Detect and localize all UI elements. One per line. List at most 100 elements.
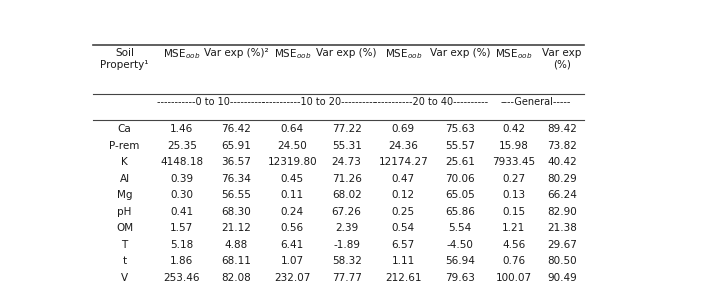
- Text: 0.15: 0.15: [503, 207, 525, 217]
- Text: 56.94: 56.94: [445, 257, 475, 267]
- Text: 15.98: 15.98: [499, 141, 529, 151]
- Text: 90.49: 90.49: [547, 273, 577, 283]
- Text: 75.63: 75.63: [445, 124, 475, 134]
- Text: -----------20 to 40----------: -----------20 to 40----------: [373, 97, 488, 107]
- Text: 55.31: 55.31: [332, 141, 361, 151]
- Text: 0.54: 0.54: [392, 223, 415, 233]
- Text: 67.26: 67.26: [332, 207, 361, 217]
- Text: 0.27: 0.27: [503, 174, 525, 184]
- Text: 0.25: 0.25: [392, 207, 415, 217]
- Text: 0.12: 0.12: [392, 190, 415, 200]
- Text: Var exp (%)²: Var exp (%)²: [204, 47, 269, 57]
- Text: 5.54: 5.54: [449, 223, 472, 233]
- Text: 0.24: 0.24: [280, 207, 304, 217]
- Text: 70.06: 70.06: [445, 174, 475, 184]
- Text: V: V: [121, 273, 128, 283]
- Text: K: K: [122, 157, 128, 167]
- Text: 36.57: 36.57: [221, 157, 251, 167]
- Text: 40.42: 40.42: [547, 157, 577, 167]
- Text: 77.77: 77.77: [332, 273, 361, 283]
- Text: 6.41: 6.41: [280, 240, 304, 250]
- Text: Var exp (%): Var exp (%): [316, 47, 377, 57]
- Text: 80.50: 80.50: [548, 257, 577, 267]
- Text: 21.38: 21.38: [547, 223, 577, 233]
- Text: 0.39: 0.39: [170, 174, 193, 184]
- Text: 4148.18: 4148.18: [160, 157, 203, 167]
- Text: 29.67: 29.67: [547, 240, 577, 250]
- Text: MSE$_{oob}$: MSE$_{oob}$: [163, 47, 200, 61]
- Text: 68.30: 68.30: [221, 207, 251, 217]
- Text: MSE$_{oob}$: MSE$_{oob}$: [273, 47, 311, 61]
- Text: 71.26: 71.26: [332, 174, 361, 184]
- Text: Ca: Ca: [118, 124, 131, 134]
- Text: 0.64: 0.64: [280, 124, 304, 134]
- Text: 0.11: 0.11: [280, 190, 304, 200]
- Text: 56.55: 56.55: [221, 190, 251, 200]
- Text: 76.34: 76.34: [221, 174, 251, 184]
- Text: 0.76: 0.76: [503, 257, 525, 267]
- Text: -----------0 to 10----------: -----------0 to 10----------: [157, 97, 264, 107]
- Text: T: T: [122, 240, 128, 250]
- Text: 68.02: 68.02: [332, 190, 361, 200]
- Text: Soil
Property¹: Soil Property¹: [101, 47, 149, 70]
- Text: 65.91: 65.91: [221, 141, 251, 151]
- Text: 89.42: 89.42: [547, 124, 577, 134]
- Text: 73.82: 73.82: [547, 141, 577, 151]
- Text: 66.24: 66.24: [547, 190, 577, 200]
- Text: 0.69: 0.69: [392, 124, 415, 134]
- Text: 55.57: 55.57: [445, 141, 475, 151]
- Text: 6.57: 6.57: [392, 240, 415, 250]
- Text: 7933.45: 7933.45: [492, 157, 536, 167]
- Text: 4.56: 4.56: [503, 240, 526, 250]
- Text: 1.57: 1.57: [170, 223, 193, 233]
- Text: 65.05: 65.05: [445, 190, 475, 200]
- Text: OM: OM: [116, 223, 133, 233]
- Text: 1.21: 1.21: [503, 223, 526, 233]
- Text: 0.45: 0.45: [280, 174, 304, 184]
- Text: 77.22: 77.22: [332, 124, 361, 134]
- Text: 2.39: 2.39: [335, 223, 359, 233]
- Text: MSE$_{oob}$: MSE$_{oob}$: [385, 47, 422, 61]
- Text: Mg: Mg: [117, 190, 132, 200]
- Text: 80.29: 80.29: [547, 174, 577, 184]
- Text: 0.13: 0.13: [503, 190, 525, 200]
- Text: 1.07: 1.07: [280, 257, 304, 267]
- Text: 0.47: 0.47: [392, 174, 415, 184]
- Text: -----------10 to 20----------: -----------10 to 20----------: [262, 97, 377, 107]
- Text: 21.12: 21.12: [221, 223, 251, 233]
- Text: 25.61: 25.61: [445, 157, 475, 167]
- Text: -1.89: -1.89: [333, 240, 360, 250]
- Text: t: t: [122, 257, 127, 267]
- Text: 0.41: 0.41: [170, 207, 193, 217]
- Text: Var exp (%): Var exp (%): [430, 47, 490, 57]
- Text: pH: pH: [117, 207, 132, 217]
- Text: 12319.80: 12319.80: [267, 157, 317, 167]
- Text: 212.61: 212.61: [385, 273, 422, 283]
- Text: 24.73: 24.73: [332, 157, 361, 167]
- Text: 25.35: 25.35: [167, 141, 197, 151]
- Text: 68.11: 68.11: [221, 257, 251, 267]
- Text: 5.18: 5.18: [170, 240, 193, 250]
- Text: 1.11: 1.11: [392, 257, 415, 267]
- Text: Al: Al: [120, 174, 130, 184]
- Text: 100.07: 100.07: [496, 273, 532, 283]
- Text: 24.36: 24.36: [388, 141, 418, 151]
- Text: 82.90: 82.90: [547, 207, 577, 217]
- Text: 4.88: 4.88: [225, 240, 248, 250]
- Text: 253.46: 253.46: [164, 273, 200, 283]
- Text: 24.50: 24.50: [277, 141, 307, 151]
- Text: 1.46: 1.46: [170, 124, 193, 134]
- Text: 0.42: 0.42: [503, 124, 525, 134]
- Text: 79.63: 79.63: [445, 273, 475, 283]
- Text: 1.86: 1.86: [170, 257, 193, 267]
- Text: 65.86: 65.86: [445, 207, 475, 217]
- Text: 12174.27: 12174.27: [378, 157, 428, 167]
- Text: Var exp
(%): Var exp (%): [543, 47, 582, 70]
- Text: P-rem: P-rem: [110, 141, 140, 151]
- Text: 232.07: 232.07: [274, 273, 310, 283]
- Text: 58.32: 58.32: [332, 257, 361, 267]
- Text: 76.42: 76.42: [221, 124, 251, 134]
- Text: -4.50: -4.50: [446, 240, 473, 250]
- Text: 0.30: 0.30: [170, 190, 193, 200]
- Text: 0.56: 0.56: [280, 223, 304, 233]
